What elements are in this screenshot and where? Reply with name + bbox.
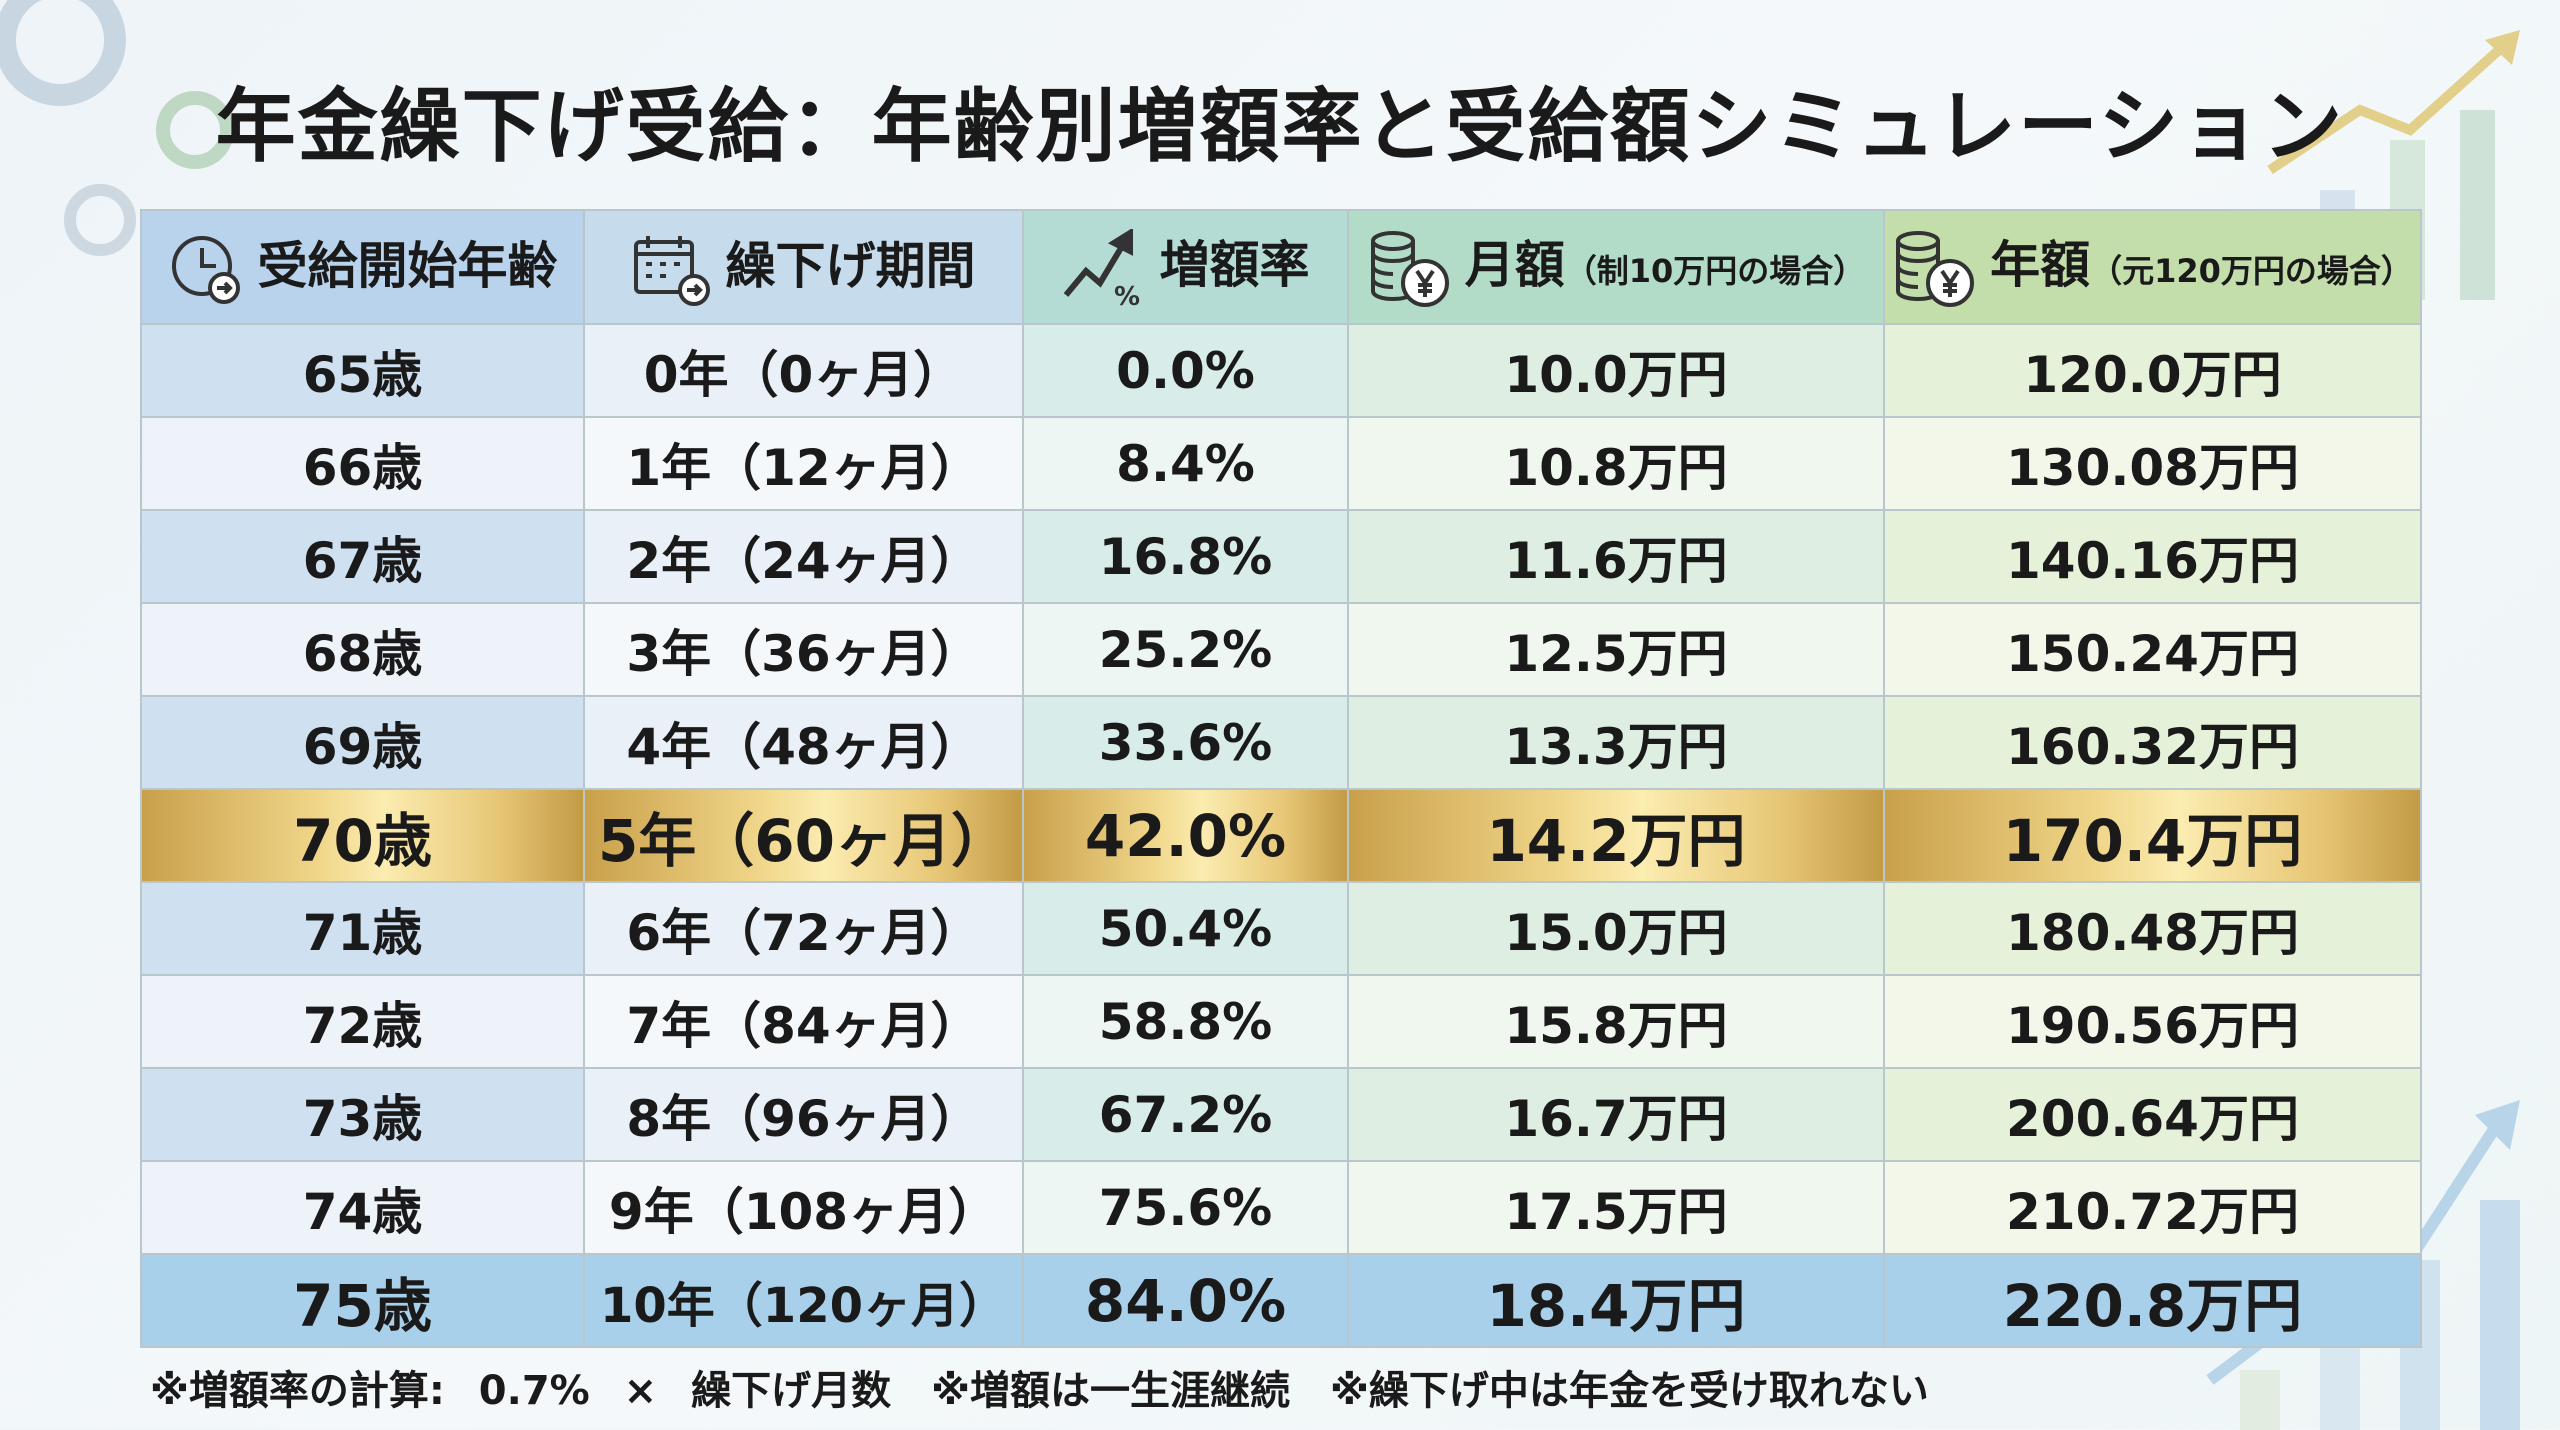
trend-up-percent-icon: % [1062,227,1160,312]
cell-deferral-period: 6年（72ヶ月） [583,881,1024,976]
cell-increase-rate: 0.0% [1022,323,1349,418]
cell-monthly-amount: 15.8万円 [1347,974,1885,1069]
table-row: 66歳 1年（12ヶ月） 8.4% 10.8万円 130.08万円 [140,416,2422,511]
table-row: 68歳 3年（36ヶ月） 25.2% 12.5万円 150.24万円 [140,602,2422,697]
cell-deferral-period: 8年（96ヶ月） [583,1067,1024,1162]
cell-increase-rate: 33.6% [1022,695,1349,790]
header-label: 繰下げ期間 [725,237,976,296]
column-header-monthly-amount: 月額（制10万円の場合） [1347,209,1885,325]
cell-annual-amount: 140.16万円 [1883,509,2422,604]
cell-annual-amount: 220.8万円 [1883,1253,2422,1348]
cell-start-age: 75歳 [140,1253,585,1348]
cell-start-age: 69歳 [140,695,585,790]
table-row: 67歳 2年（24ヶ月） 16.8% 11.6万円 140.16万円 [140,509,2422,604]
cell-increase-rate: 58.8% [1022,974,1349,1069]
column-header-increase-rate: % 増額率 [1022,209,1349,325]
cell-increase-rate: 67.2% [1022,1067,1349,1162]
cell-annual-amount: 150.24万円 [1883,602,2422,697]
column-header-annual-amount: 年額（元120万円の場合） [1883,209,2422,325]
cell-start-age: 68歳 [140,602,585,697]
column-header-start-age: 受給開始年齢 [140,209,585,325]
table-row: 75歳 10年（120ヶ月） 84.0% 18.4万円 220.8万円 [140,1253,2422,1348]
table-row: 71歳 6年（72ヶ月） 50.4% 15.0万円 180.48万円 [140,881,2422,976]
table-row: 72歳 7年（84ヶ月） 58.8% 15.8万円 190.56万円 [140,974,2422,1069]
header-label: 受給開始年齢 [257,237,558,296]
table-row: 70歳 5年（60ヶ月） 42.0% 14.2万円 170.4万円 [140,788,2422,883]
cell-monthly-amount: 17.5万円 [1347,1160,1885,1255]
header-label: 増額率 [1159,236,1310,295]
cell-annual-amount: 120.0万円 [1883,323,2422,418]
cell-increase-rate: 42.0% [1022,788,1349,883]
gear-decoration-icon [0,0,234,256]
footnote: ※増額率の計算: 0.7% × 繰下げ月数 ※増額は一生涯継続 ※繰下げ中は年金… [150,1368,1929,1414]
table-row: 73歳 8年（96ヶ月） 67.2% 16.7万円 200.64万円 [140,1067,2422,1162]
cell-deferral-period: 3年（36ヶ月） [583,602,1024,697]
cell-deferral-period: 2年（24ヶ月） [583,509,1024,604]
cell-annual-amount: 180.48万円 [1883,881,2422,976]
cell-increase-rate: 50.4% [1022,881,1349,976]
cell-deferral-period: 10年（120ヶ月） [583,1253,1024,1348]
cell-monthly-amount: 16.7万円 [1347,1067,1885,1162]
cell-deferral-period: 9年（108ヶ月） [583,1160,1024,1255]
cell-annual-amount: 170.4万円 [1883,788,2422,883]
table-row: 74歳 9年（108ヶ月） 75.6% 17.5万円 210.72万円 [140,1160,2422,1255]
cell-start-age: 65歳 [140,323,585,418]
cell-increase-rate: 75.6% [1022,1160,1349,1255]
cell-start-age: 71歳 [140,881,585,976]
cell-increase-rate: 25.2% [1022,602,1349,697]
cell-deferral-period: 0年（0ヶ月） [583,323,1024,418]
cell-deferral-period: 1年（12ヶ月） [583,416,1024,511]
cell-start-age: 67歳 [140,509,585,604]
header-label: 月額 [1464,236,1565,295]
table-row: 69歳 4年（48ヶ月） 33.6% 13.3万円 160.32万円 [140,695,2422,790]
page-title: 年金繰下げ受給：年齢別増額率と受給額シミュレーション [215,80,2345,173]
cell-monthly-amount: 11.6万円 [1347,509,1885,604]
coins-yen-icon [1892,230,1990,307]
calendar-icon [632,235,726,306]
cell-annual-amount: 190.56万円 [1883,974,2422,1069]
cell-start-age: 70歳 [140,788,585,883]
coins-yen-icon [1367,230,1465,307]
cell-increase-rate: 16.8% [1022,509,1349,604]
cell-annual-amount: 210.72万円 [1883,1160,2422,1255]
clock-arrow-icon [168,235,258,304]
pension-table: 受給開始年齢 繰下げ期間% 増額率 月額（制10万円の場合） 年額（元120万円の場合）… [140,209,2422,1348]
cell-start-age: 74歳 [140,1160,585,1255]
cell-annual-amount: 130.08万円 [1883,416,2422,511]
table-row: 65歳 0年（0ヶ月） 0.0% 10.0万円 120.0万円 [140,323,2422,418]
cell-monthly-amount: 14.2万円 [1347,788,1885,883]
header-label: 年額 [1990,236,2091,295]
cell-deferral-period: 7年（84ヶ月） [583,974,1024,1069]
cell-monthly-amount: 10.0万円 [1347,323,1885,418]
cell-start-age: 72歳 [140,974,585,1069]
cell-monthly-amount: 15.0万円 [1347,881,1885,976]
cell-start-age: 66歳 [140,416,585,511]
cell-annual-amount: 160.32万円 [1883,695,2422,790]
cell-monthly-amount: 10.8万円 [1347,416,1885,511]
header-sublabel: （制10万円の場合） [1564,252,1866,291]
cell-monthly-amount: 13.3万円 [1347,695,1885,790]
header-sublabel: （元120万円の場合） [2090,252,2413,291]
cell-deferral-period: 4年（48ヶ月） [583,695,1024,790]
column-header-deferral-period: 繰下げ期間 [583,209,1024,325]
cell-monthly-amount: 18.4万円 [1347,1253,1885,1348]
cell-annual-amount: 200.64万円 [1883,1067,2422,1162]
svg-text:%: % [1114,282,1140,309]
cell-increase-rate: 8.4% [1022,416,1349,511]
cell-monthly-amount: 12.5万円 [1347,602,1885,697]
cell-increase-rate: 84.0% [1022,1253,1349,1348]
cell-start-age: 73歳 [140,1067,585,1162]
cell-deferral-period: 5年（60ヶ月） [583,788,1024,883]
